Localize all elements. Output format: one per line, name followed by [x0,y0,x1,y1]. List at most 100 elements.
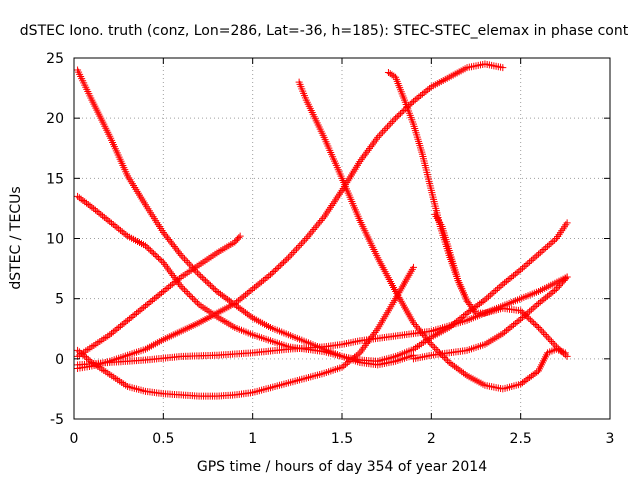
data-point [526,373,534,381]
data-point [559,278,567,286]
data-point [388,71,396,79]
data-point [238,306,246,314]
data-point [474,301,482,309]
data-point [200,275,208,283]
data-point [293,245,301,253]
data-point [187,292,195,300]
data-point [151,251,159,259]
data-point [79,196,87,204]
data-point [280,258,288,266]
x-tick-label: 3 [606,431,615,447]
data-point [197,272,205,280]
data-point [147,298,155,306]
data-point [338,363,346,371]
data-point [278,260,286,268]
data-point [276,261,284,269]
y-axis-title: dSTEC / TECUs [8,186,24,289]
data-point [115,225,123,233]
data-point [392,114,400,122]
data-point [526,316,534,324]
data-point [563,352,571,360]
data-point [552,285,560,293]
data-point [548,338,556,346]
data-point [314,220,322,228]
data-point [493,285,501,293]
data-point [258,278,266,286]
data-point [208,283,216,291]
data-point [515,267,523,275]
data-point [166,282,174,290]
data-point [374,133,382,141]
data-point [426,84,434,92]
data-point [185,291,193,299]
data-point [125,315,133,323]
data-point [195,271,203,279]
data-point [539,329,547,337]
data-point [108,219,116,227]
data-point [154,292,162,300]
data-point [77,195,85,203]
data-point [420,331,428,339]
data-point [240,307,248,315]
data-point [415,93,423,101]
data-point [377,130,385,138]
data-point [418,90,426,98]
data-point [533,252,541,260]
data-point [354,350,362,358]
data-point [502,327,510,335]
data-point [495,283,503,291]
data-point [380,126,388,134]
data-point [224,295,232,303]
data-point [382,125,390,133]
data-point [170,243,178,251]
data-point [99,212,107,220]
data-point [235,234,243,242]
data-point [148,248,156,256]
y-tick-label: 15 [46,171,64,187]
data-point [524,309,532,317]
data-point [510,321,518,329]
data-point [379,128,387,136]
data-point [93,208,101,216]
series-group [74,60,571,400]
data-point [435,349,443,357]
data-point [501,328,509,336]
data-point [220,293,228,301]
data-point [533,301,541,309]
data-point [513,269,521,277]
data-point [551,236,559,244]
data-point [236,305,244,313]
data-point [118,321,126,329]
data-point [554,344,562,352]
data-point [158,257,166,265]
data-point [536,298,544,306]
data-point [483,294,491,302]
data-point [165,236,173,244]
data-point [189,294,197,302]
data-point [108,329,116,337]
data-point [193,299,201,307]
x-tick-label: 2.5 [510,431,532,447]
data-point [384,68,392,76]
data-point [456,366,464,374]
data-point [352,352,360,360]
data-point [120,229,128,237]
data-point [461,370,469,378]
data-point [296,242,304,250]
data-point [129,312,137,320]
data-point [122,318,130,326]
data-point [442,355,450,363]
data-point [347,356,355,364]
data-point [526,307,534,315]
data-point [411,321,419,329]
data-point [172,244,180,252]
data-point [247,286,255,294]
series-9 [74,273,571,369]
data-point [529,255,537,263]
data-point [185,260,193,268]
data-point [459,312,467,320]
data-point [549,339,557,347]
data-point [299,238,307,246]
data-point [225,297,233,305]
data-point [343,359,351,367]
